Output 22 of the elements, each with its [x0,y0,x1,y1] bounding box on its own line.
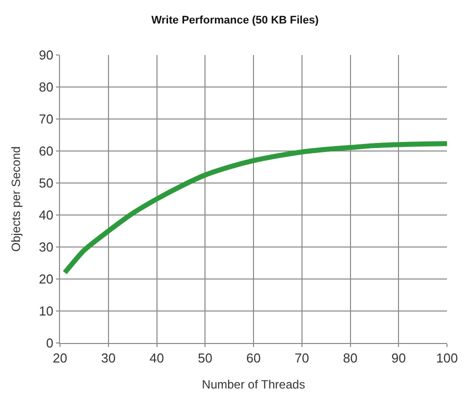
y-tick-label: 90 [38,48,54,63]
x-tick-label: 40 [150,350,164,366]
y-tick-label: 70 [38,112,54,127]
y-axis-title: Objects per Second [9,146,24,252]
x-tick-label: 80 [343,350,358,366]
x-tick-label: 20 [52,350,68,366]
y-tick-label: 40 [38,208,54,223]
y-tick-label: 60 [38,144,54,159]
x-tick-label: 100 [436,350,458,366]
x-tick-label: 50 [198,350,212,366]
y-tick-label: 20 [38,272,54,287]
x-tick-label: 90 [391,350,406,366]
x-axis-title: Number of Threads [202,378,306,392]
x-tick-label: 30 [101,350,116,366]
y-tick-label: 50 [38,176,54,191]
y-tick-label: 10 [38,304,54,319]
y-tick-label: 30 [38,240,54,255]
x-tick-label: 60 [246,350,261,366]
chart-title: Write Performance (50 KB Files) [151,14,319,27]
x-tick-label: 70 [294,350,310,366]
y-tick-label: 80 [38,80,54,95]
y-tick-label: 0 [46,336,54,351]
